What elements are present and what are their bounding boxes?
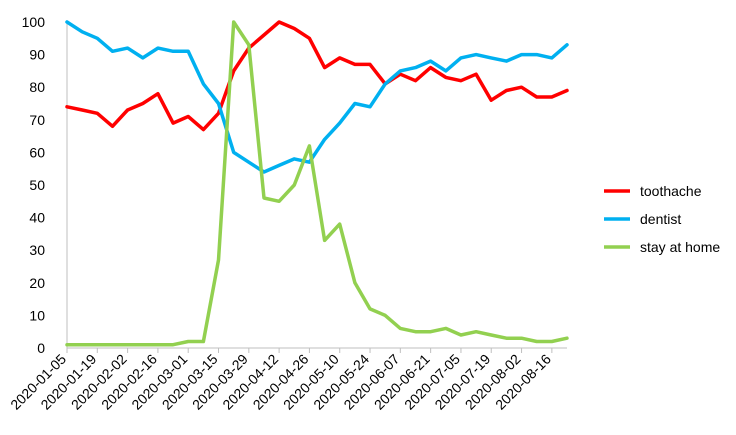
y-tick-label: 10: [29, 307, 45, 323]
y-tick-label: 80: [29, 79, 45, 95]
y-tick-label: 20: [29, 275, 45, 291]
y-tick-label: 70: [29, 112, 45, 128]
y-tick-label: 60: [29, 144, 45, 160]
series-line-toothache: [65, 20, 569, 132]
y-tick-label: 0: [37, 340, 45, 356]
series-lines: [65, 20, 569, 347]
x-axis-tick-labels: 2020-01-052020-01-192020-02-022020-02-16…: [7, 348, 554, 413]
series-line-stay-at-home: [65, 20, 569, 347]
y-tick-label: 90: [29, 47, 45, 63]
y-tick-label: 30: [29, 242, 45, 258]
y-tick-label: 100: [22, 14, 46, 30]
legend-label: dentist: [640, 211, 681, 227]
y-axis-tick-labels: 0 10 20 30 40 50 60 70 80 90 100: [22, 14, 46, 356]
axes: [66, 22, 567, 349]
y-tick-label: 50: [29, 177, 45, 193]
series-line-dentist: [65, 20, 569, 174]
legend-label: stay at home: [640, 239, 720, 255]
legend-label: toothache: [640, 183, 702, 199]
y-tick-label: 40: [29, 210, 45, 226]
legend: toothache dentist stay at home: [604, 183, 720, 255]
